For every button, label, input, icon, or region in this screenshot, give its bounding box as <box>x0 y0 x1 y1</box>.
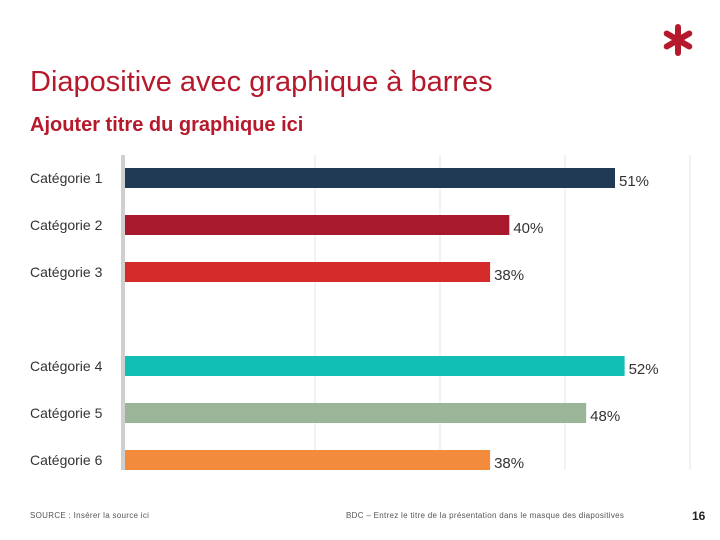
asterisk-logo-icon <box>663 24 693 56</box>
value-label-2: 40% <box>513 220 543 237</box>
bar-5 <box>125 403 587 423</box>
bar-6 <box>125 450 491 470</box>
category-label-3: Catégorie 3 <box>30 264 103 280</box>
category-label-4: Catégorie 4 <box>30 358 103 374</box>
value-label-1: 51% <box>619 173 649 190</box>
category-label-5: Catégorie 5 <box>30 405 103 421</box>
footer-text: BDC – Entrez le titre de la présentation… <box>346 511 625 520</box>
bar-1 <box>125 168 615 188</box>
bar-chart: Catégorie 1 51% Catégorie 2 40% Catégorie 3 3… <box>30 155 691 472</box>
bar-4 <box>125 356 625 376</box>
category-label-6: Catégorie 6 <box>30 452 103 468</box>
category-label-2: Catégorie 2 <box>30 217 103 233</box>
value-label-6: 38% <box>494 455 524 472</box>
bar-3 <box>125 262 491 282</box>
source-note: SOURCE : Insérer la source ici <box>30 511 150 520</box>
value-label-5: 48% <box>590 408 620 425</box>
value-label-4: 52% <box>629 361 659 378</box>
slide-title: Diapositive avec graphique à barres <box>30 66 493 98</box>
page-number: 16 <box>692 509 706 523</box>
chart-title: Ajouter titre du graphique ici <box>30 114 304 136</box>
category-label-1: Catégorie 1 <box>30 170 103 186</box>
bar-2 <box>125 215 510 235</box>
value-label-3: 38% <box>494 267 524 284</box>
